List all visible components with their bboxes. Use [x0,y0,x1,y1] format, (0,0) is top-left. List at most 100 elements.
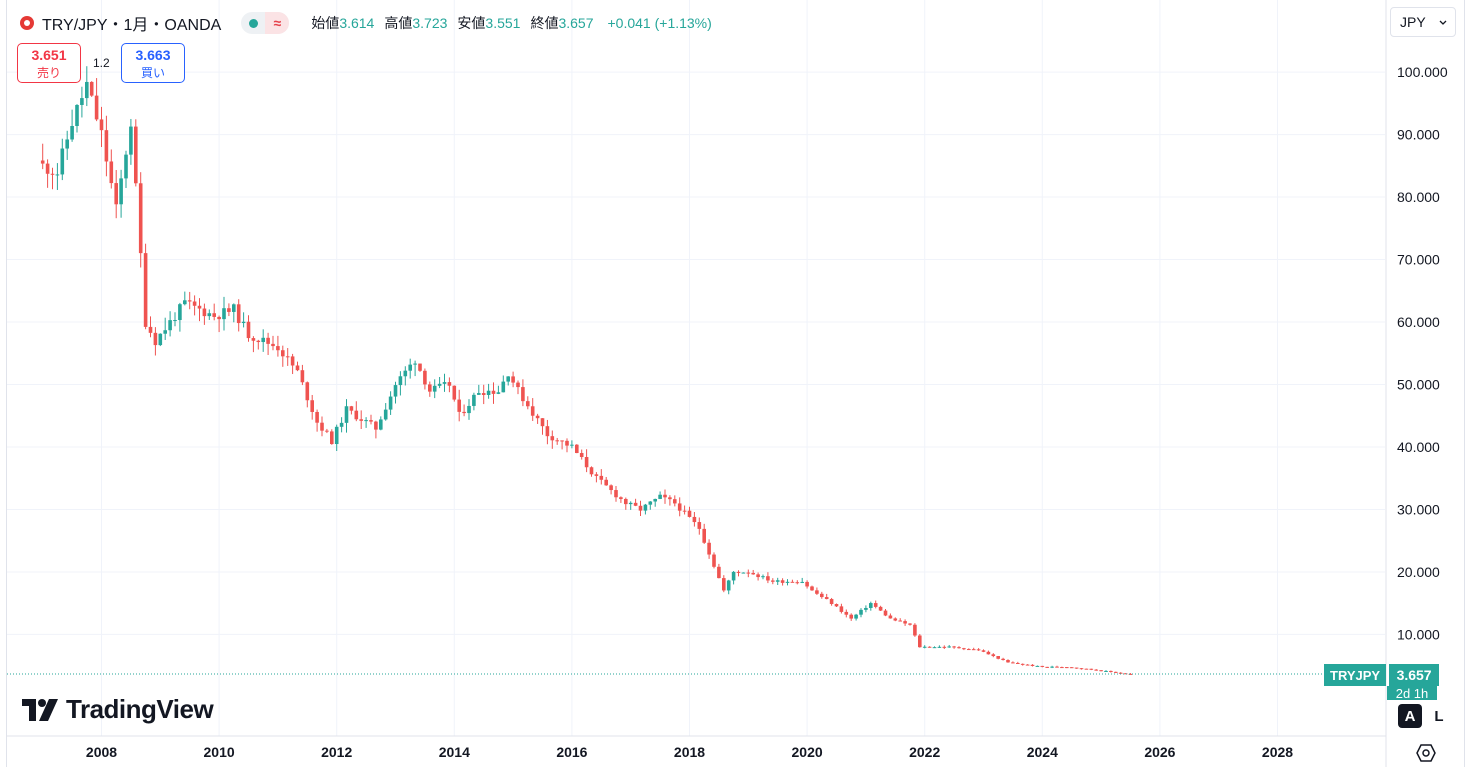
time-axis[interactable]: 2008 2010 2012 2014 2016 2018 2020 2022 2024 2026… [86,744,1293,760]
candle-body [633,502,638,506]
candle-body [775,580,780,582]
candle-body [305,382,310,401]
candle-body [859,609,863,615]
candle-body [682,510,687,512]
candle-body [1001,658,1005,661]
candle-body [839,606,844,612]
candle-body [540,418,545,427]
candle-body [888,615,893,619]
candle-body [599,475,604,480]
candle-body [354,410,359,420]
candle-body [1084,668,1089,670]
candle-body [893,618,898,621]
candle-body [663,494,667,498]
candle-body [648,501,653,505]
candle-body [805,581,809,587]
live-status-dot-icon [248,18,258,28]
spread-value: 1.2 [93,56,110,70]
candle-body [824,597,829,600]
candle-body [232,304,236,312]
y-tick-label: 30.000 [1397,501,1440,517]
candle-body [761,576,765,578]
candle-body [227,308,231,312]
candle-body [1016,662,1020,664]
candle-body [619,497,623,499]
candle-body [442,382,447,384]
candle-body [952,646,956,648]
log-scale-button[interactable]: L [1427,704,1451,728]
candle-body [477,393,481,395]
candle-body [393,385,398,397]
candle-body [1025,664,1030,666]
candle-body [99,119,104,131]
symbol-title[interactable]: TRY/JPY・1月・OANDA [42,17,222,34]
settings-hexagon-icon[interactable] [1416,744,1436,762]
price-axis[interactable]: 10.000 20.000 30.000 40.000 50.000 60.000 70.0… [1397,64,1448,642]
candle-body [80,98,84,105]
candle-body [677,503,682,511]
tradingview-wordmark: TradingView [66,694,214,724]
x-tick-label: 2010 [204,744,235,760]
buy-button[interactable]: 3.663 買い [121,43,185,83]
candle-body [374,421,378,430]
candle-body [579,453,584,458]
candle-body [462,411,466,414]
low-label: 安値 [457,15,486,31]
candle-body [810,586,814,591]
candle-body [869,603,873,608]
candle-body [692,516,697,523]
candle-body [878,606,883,611]
candle-body [261,337,265,343]
y-tick-label: 90.000 [1397,127,1440,143]
candle-body [148,326,153,333]
candle-body [1040,665,1045,667]
y-tick-label: 40.000 [1397,439,1440,455]
candle-body [643,504,648,511]
candle-body [364,420,368,422]
candle-body [1099,670,1103,672]
candle-body [452,385,457,400]
candle-body [1094,669,1098,671]
candle-body [501,381,506,393]
market-status-pill[interactable]: ≈ [241,12,290,34]
candle-body [594,474,599,476]
candle-body [481,393,486,395]
candle-body [85,81,89,99]
candle-body [873,603,878,607]
candle-body [624,498,628,505]
x-tick-label: 2026 [1144,744,1175,760]
ohlc-readout: 始値3.614 高値3.723 安値3.551 終値3.657 +0.041 (… [311,13,711,33]
candle-body [202,308,207,317]
x-tick-label: 2014 [439,744,470,760]
candle-body [731,571,736,581]
auto-scale-button[interactable]: A [1398,704,1422,728]
candle-body [369,420,373,422]
x-tick-label: 2028 [1262,744,1293,760]
candle-body [104,130,109,162]
candles [40,66,1133,675]
candle-body [521,387,525,402]
sell-button[interactable]: 3.651 売り [17,43,81,83]
candle-body [1011,662,1015,664]
close-value: 3.657 [558,15,594,31]
candle-body [673,499,677,504]
candle-body [383,409,388,420]
candle-body [349,406,354,411]
candle-body [330,431,334,445]
candle-body [1089,668,1094,670]
tradingview-logo[interactable]: TradingView [22,694,214,725]
open-label: 始値 [311,15,340,31]
candle-body [697,522,702,529]
candle-body [437,383,442,386]
candle-body [310,400,314,412]
candle-body [114,183,118,205]
currency-dropdown[interactable]: JPY [1390,7,1456,37]
candle-body [820,593,824,598]
candle-body [236,304,241,324]
candle-body [1055,666,1059,668]
bar-countdown: 2d 1h [1387,686,1437,700]
candle-body [183,300,187,305]
symbol-logo-icon[interactable] [20,16,34,30]
x-tick-label: 2008 [86,744,117,760]
